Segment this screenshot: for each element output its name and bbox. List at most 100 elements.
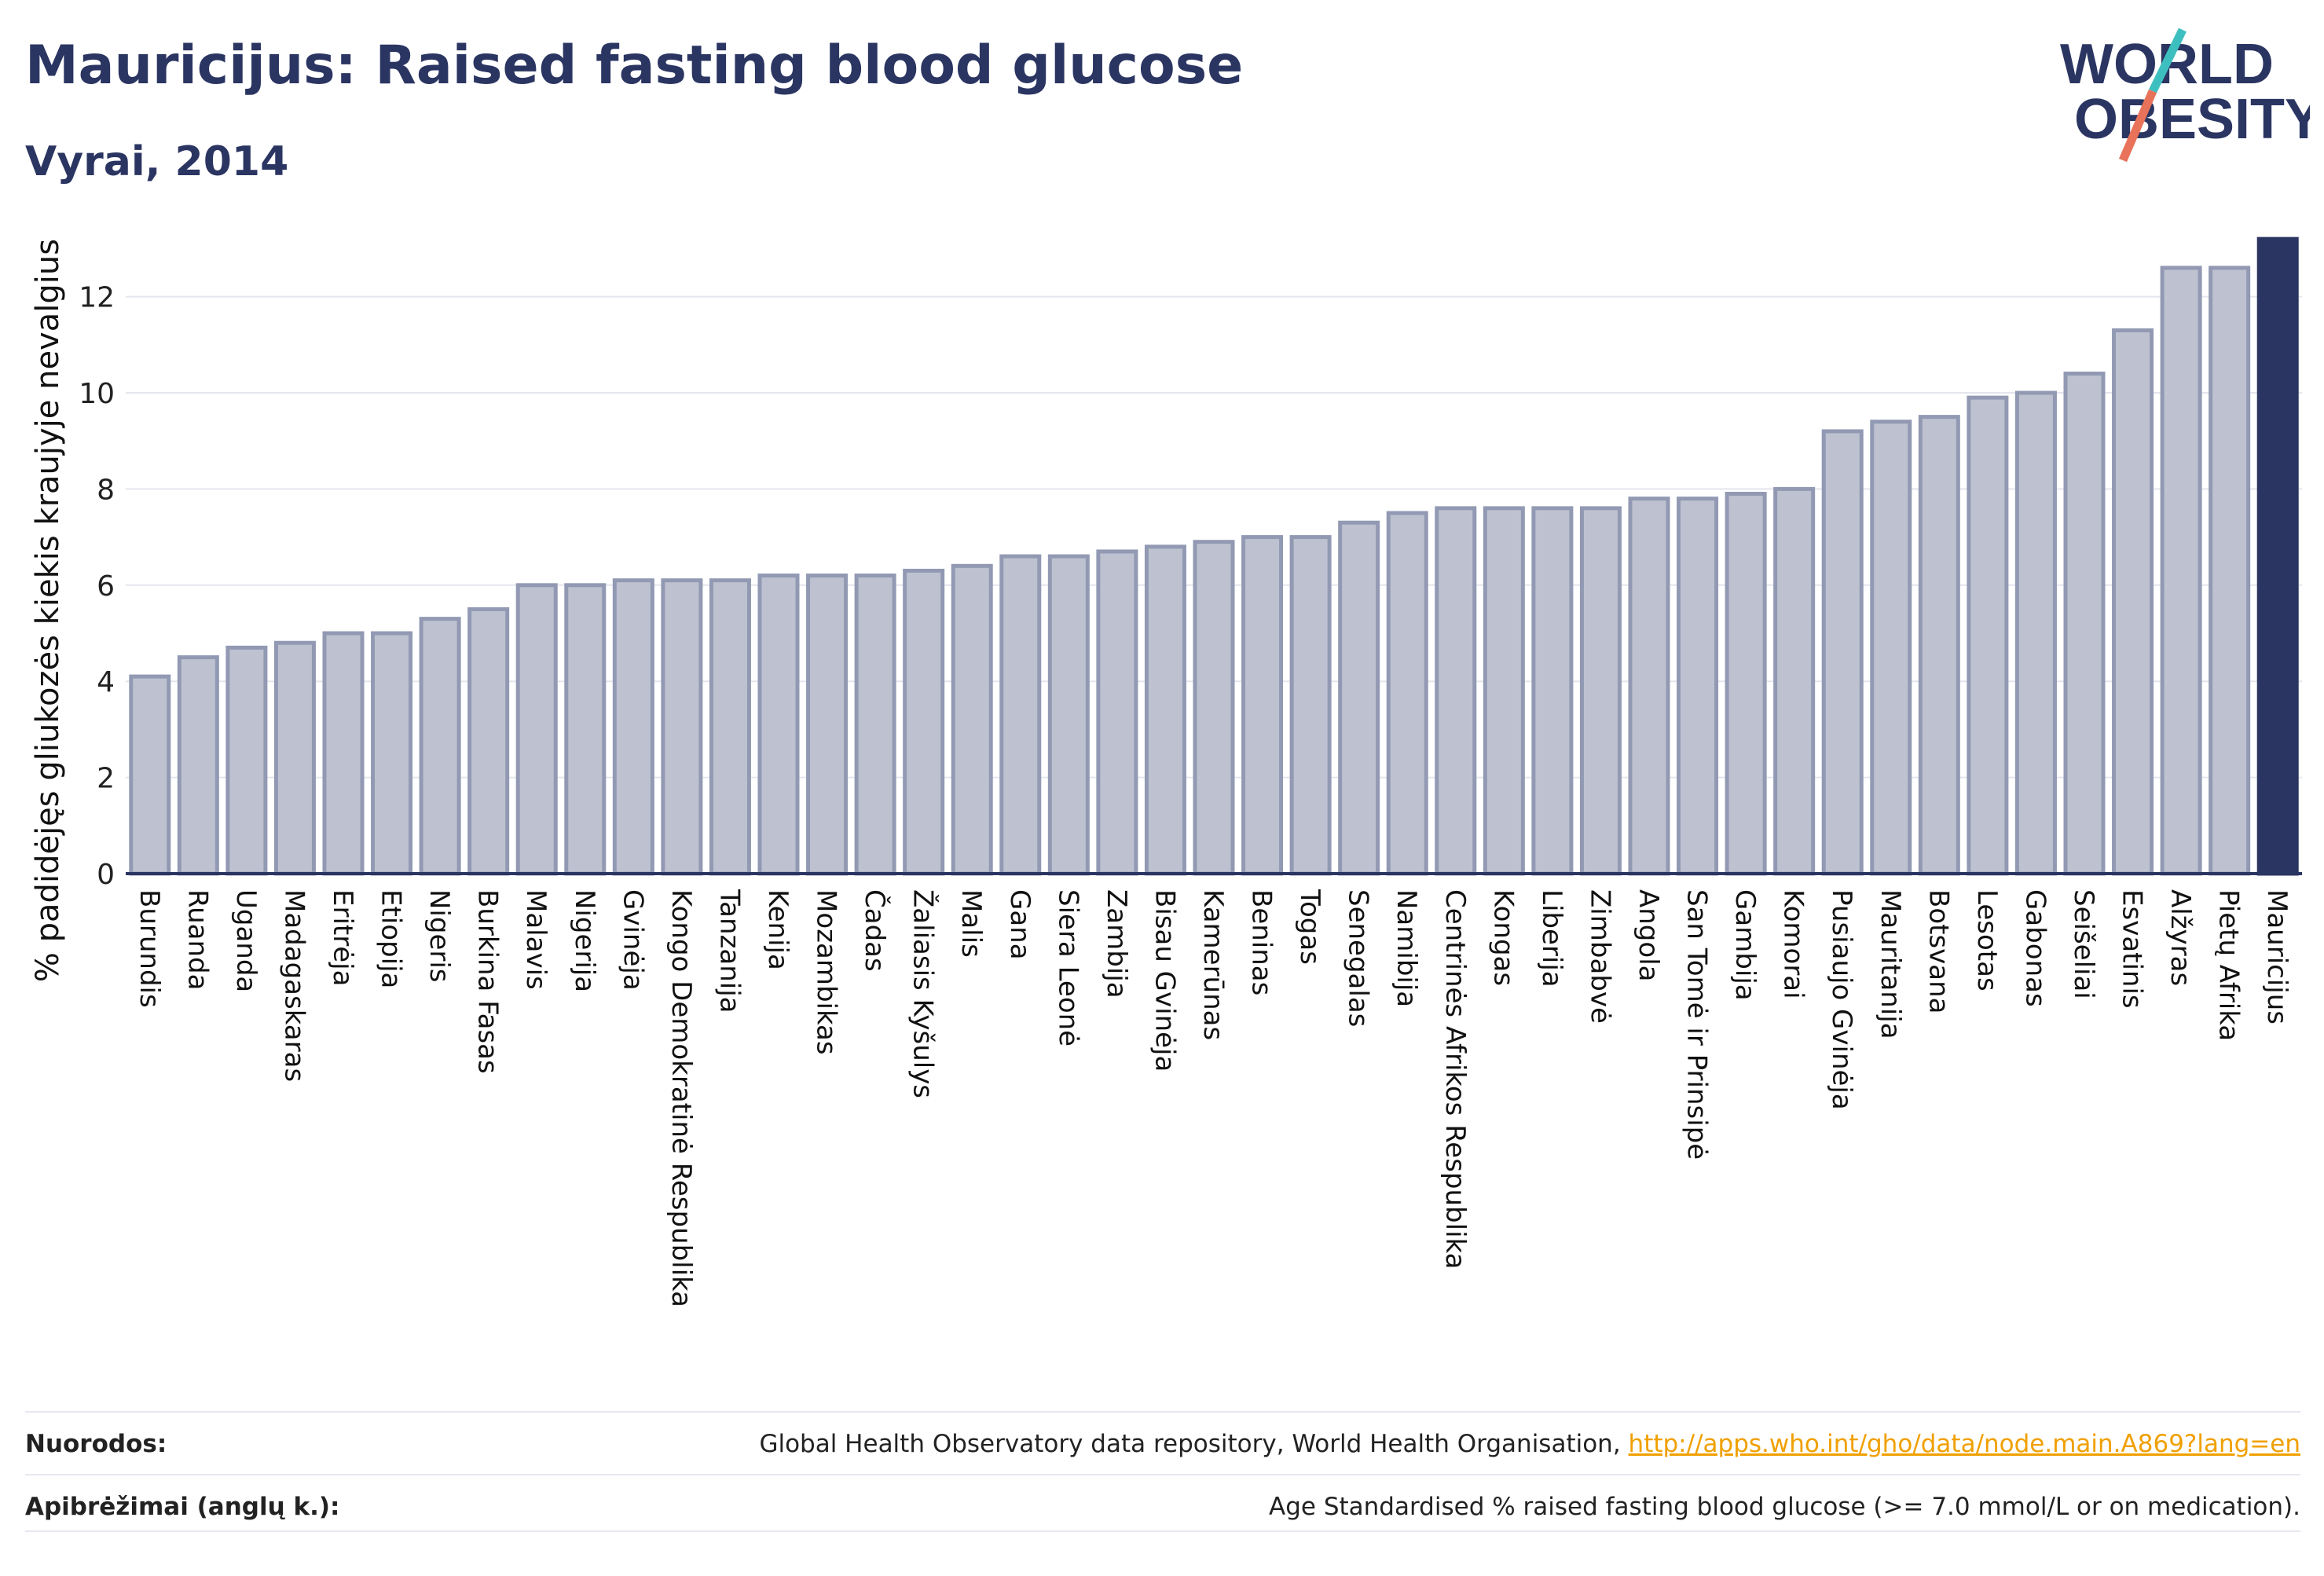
x-tick-label: Togas xyxy=(1294,889,1325,965)
bar xyxy=(1193,540,1235,876)
x-tick-label: Lesotas xyxy=(1971,889,2003,991)
x-tick-label: Kenija xyxy=(762,889,794,970)
logo-slash-bottom xyxy=(2118,89,2157,163)
x-tick-label: Gambija xyxy=(1729,889,1761,1001)
bar xyxy=(177,655,219,876)
y-tick-label: 2 xyxy=(97,763,115,795)
bar xyxy=(1241,535,1284,876)
x-tick-label: Bisau Gvinėja xyxy=(1149,889,1180,1072)
x-tick-label: Gabonas xyxy=(2019,889,2051,1007)
x-tick-label: Tanzanija xyxy=(713,889,745,1013)
sources-value: Global Health Observatory data repositor… xyxy=(759,1430,2300,1458)
bar xyxy=(806,574,849,876)
x-tick-label: Beninas xyxy=(1246,889,1277,995)
bar xyxy=(564,583,607,876)
bar xyxy=(2160,266,2202,876)
bar-chart: 0 2 4 6 8 10 12 Burundis Ruanda Uganda Madagaskara… xyxy=(30,236,2302,1307)
bar xyxy=(2209,266,2251,876)
x-tick-label: Gvinėja xyxy=(617,889,648,991)
x-tick-label: Pietų Afrika xyxy=(2213,889,2245,1041)
bar xyxy=(951,563,993,876)
bar xyxy=(1579,506,1622,876)
y-tick-label: 8 xyxy=(97,474,115,506)
x-tick-label: Čadas xyxy=(859,889,891,972)
x-tick-label: Alžyras xyxy=(2165,889,2196,986)
sources-text: Global Health Observatory data repositor… xyxy=(759,1430,1629,1458)
definitions-row: Apibrėžimai (anglų k.): Age Standardised… xyxy=(25,1474,2300,1538)
bar xyxy=(371,631,413,876)
bar xyxy=(1096,549,1138,876)
bar xyxy=(1773,486,1816,876)
x-tick-label: Komorai xyxy=(1778,889,1809,999)
bar xyxy=(999,554,1042,876)
bar xyxy=(1144,544,1186,876)
world-obesity-logo: WORLD OBESITY xyxy=(2060,28,2310,163)
bar xyxy=(1483,506,1525,876)
bar xyxy=(2063,372,2106,876)
y-tick-label: 6 xyxy=(97,570,115,603)
bar xyxy=(2256,236,2299,876)
x-tick-label: Liberija xyxy=(1536,889,1567,988)
chart-title: Mauricijus: Raised fasting blood glucose xyxy=(25,35,1244,97)
bar xyxy=(1918,415,1960,876)
x-tick-label: Angola xyxy=(1633,889,1664,981)
x-tick-label: Burundis xyxy=(134,889,165,1008)
bar xyxy=(467,607,510,876)
bar xyxy=(757,574,800,876)
bar xyxy=(322,631,365,876)
bar xyxy=(1870,420,1912,876)
logo-slash-top xyxy=(2149,28,2187,93)
x-tick-label: Gana xyxy=(1004,889,1036,960)
x-tick-label: Centrinės Afrikos Respublika xyxy=(1439,889,1471,1269)
x-tick-label: Nigerija xyxy=(569,889,600,992)
bar xyxy=(1628,497,1670,876)
y-tick-label: 4 xyxy=(97,666,115,698)
sources-row: Nuorodos: Global Health Observatory data… xyxy=(25,1411,2300,1475)
x-tick-label: Kamerūnas xyxy=(1197,889,1229,1040)
x-tick-label: San Tomė ir Prinsipė xyxy=(1681,889,1713,1160)
bar xyxy=(273,640,316,876)
chart-subtitle: Vyrai, 2014 xyxy=(25,138,289,185)
bar xyxy=(1435,506,1477,876)
y-tick-label: 10 xyxy=(79,378,115,410)
logo-text-obesity: OBESITY xyxy=(2074,88,2310,151)
bar xyxy=(1386,511,1428,876)
x-tick-label: Zambija xyxy=(1101,889,1132,999)
x-tick-label: Uganda xyxy=(230,889,262,992)
bar xyxy=(903,568,945,876)
x-tick-label: Seišeliai xyxy=(2068,889,2099,999)
x-tick-label: Zimbabvė xyxy=(1584,889,1615,1024)
bar xyxy=(612,578,654,876)
x-tick-label: Siera Leonė xyxy=(1052,889,1083,1046)
sources-label: Nuorodos: xyxy=(25,1430,167,1458)
bar xyxy=(1531,506,1574,876)
bar xyxy=(1725,492,1767,876)
x-tick-label: Eritrėja xyxy=(327,889,358,986)
y-tick-label: 0 xyxy=(97,859,115,891)
x-tick-label: Esvatinis xyxy=(2117,889,2148,1009)
y-tick-label: 12 xyxy=(79,282,115,314)
x-tick-label: Žaliasis Kyšulys xyxy=(907,889,940,1098)
bar xyxy=(661,578,703,876)
footer-divider xyxy=(25,1530,2300,1532)
x-tick-label: Mauricijus xyxy=(2261,889,2293,1024)
bar xyxy=(1677,497,1719,876)
x-tick-label: Malis xyxy=(955,889,987,958)
bar xyxy=(515,583,558,876)
bar xyxy=(419,617,461,876)
x-tick-label: Kongo Demokratinė Respublika xyxy=(665,889,697,1307)
bar xyxy=(2014,390,2057,876)
x-tick-label: Namibija xyxy=(1391,889,1422,1007)
x-tick-label: Kongas xyxy=(1487,889,1519,986)
bar xyxy=(1821,429,1864,876)
sources-link[interactable]: http://apps.who.int/gho/data/node.main.A… xyxy=(1628,1430,2300,1458)
definitions-label: Apibrėžimai (anglų k.): xyxy=(25,1493,340,1521)
x-tick-label: Pusiaujo Gvinėja xyxy=(1826,889,1857,1110)
bar xyxy=(1047,554,1090,876)
x-tick-label: Senegalas xyxy=(1343,889,1374,1027)
bar xyxy=(854,574,896,876)
x-tick-label: Ruanda xyxy=(181,889,213,990)
bar xyxy=(709,578,751,876)
x-tick-label: Mauritanija xyxy=(1875,889,1906,1039)
bar xyxy=(1289,535,1332,876)
